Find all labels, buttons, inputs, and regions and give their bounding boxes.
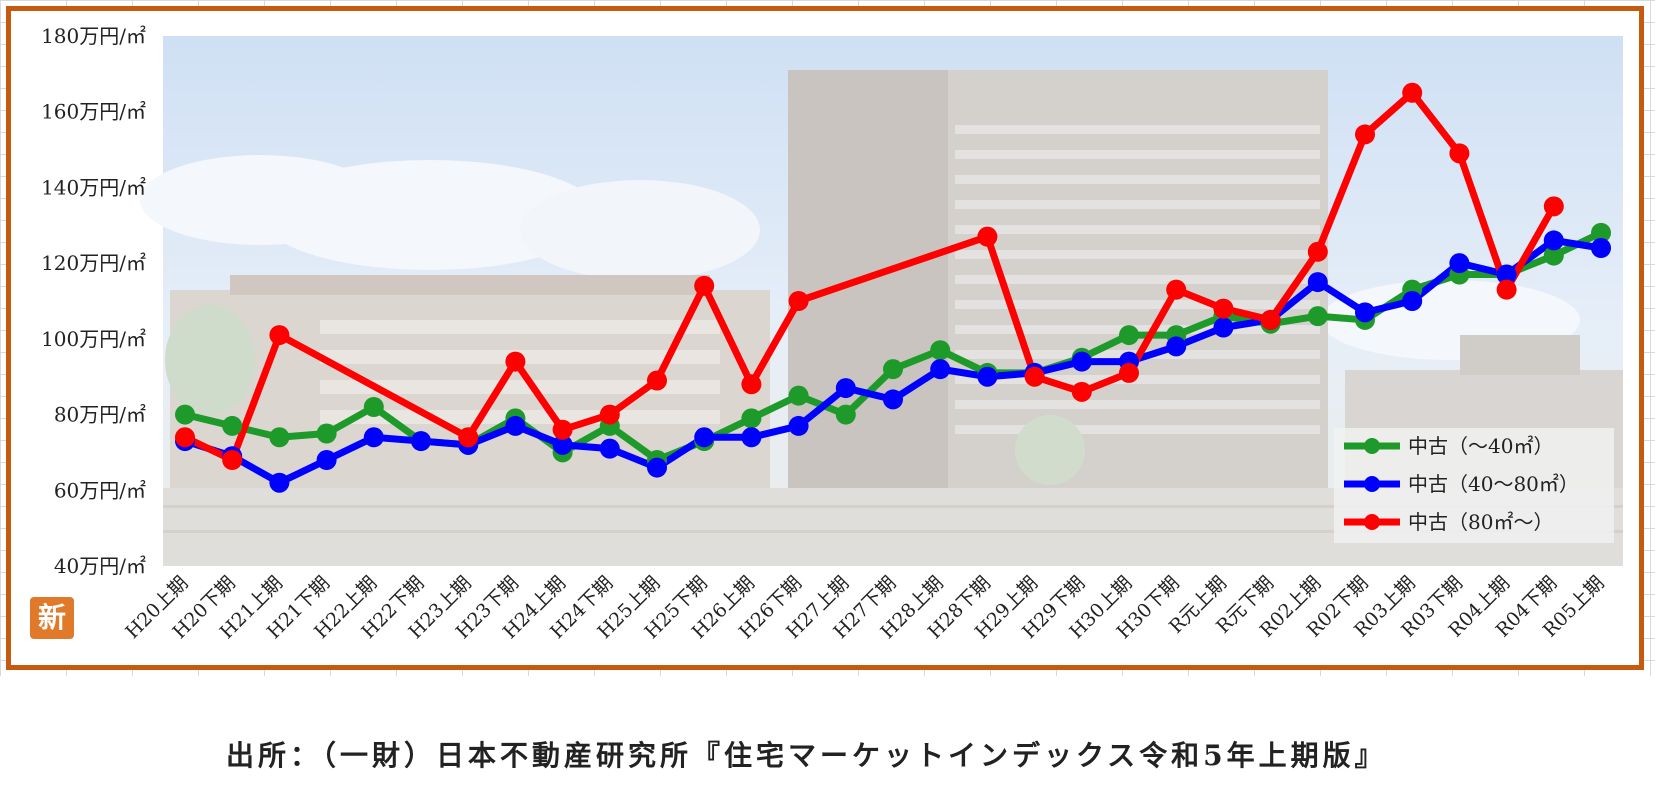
series-2-point (269, 472, 290, 493)
series-3-point (1024, 366, 1045, 387)
series-1-point (363, 397, 384, 417)
series-3-point (741, 374, 762, 395)
series-2-point (1591, 238, 1611, 258)
series-line-3 (181, 89, 1558, 464)
y-tick-label: 160万円/㎡ (41, 100, 146, 124)
y-tick-label: 100万円/㎡ (41, 327, 146, 351)
series-1-point (316, 423, 337, 444)
series-1-point (930, 340, 951, 361)
series-3-point (222, 450, 243, 470)
y-axis: 180万円/㎡ 160万円/㎡ 140万円/㎡ 120万円/㎡ 100万円/㎡ 80万円/… (41, 24, 146, 578)
legend: 中古（～40㎡） 中古（40～80㎡） 中古（80㎡～） (1334, 428, 1614, 543)
y-tick-label: 40万円/㎡ (54, 554, 146, 578)
series-3-point (1166, 279, 1187, 300)
series-1-point (175, 404, 195, 425)
series-2-point (1166, 336, 1187, 357)
background-photo (140, 36, 1623, 566)
series-3-point (1449, 143, 1470, 164)
footer-band (0, 676, 1655, 797)
series-2-point (1402, 291, 1423, 311)
series-2-point (883, 389, 903, 410)
series-layer (175, 82, 1611, 493)
series-1-point (1543, 245, 1564, 266)
series-3-point (1402, 82, 1423, 103)
series-2-point (363, 427, 384, 448)
series-3-point (599, 404, 620, 425)
series-3-point (552, 419, 573, 440)
series-3-point (1071, 381, 1092, 402)
y-tick-label: 80万円/㎡ (54, 403, 146, 427)
series-2-point (741, 427, 762, 448)
series-2-point (930, 359, 951, 380)
legend-swatch-marker (1364, 514, 1380, 530)
series-1-point (788, 385, 809, 406)
series-1-point (741, 408, 762, 429)
legend-label: 中古（80㎡～） (1408, 510, 1553, 534)
series-2-point (1449, 253, 1470, 274)
x-axis: H20上期H20下期H21上期H21下期H22上期H22下期H23上期H23下期… (121, 572, 1608, 643)
series-1-point (1119, 325, 1139, 346)
series-3-point (1260, 309, 1281, 330)
legend-label: 中古（40～80㎡） (1408, 472, 1579, 496)
series-3-point (788, 291, 809, 311)
series-2-point (552, 434, 573, 455)
series-2-point (505, 415, 526, 436)
series-2-point (1213, 317, 1234, 338)
series-2-point (1071, 351, 1092, 372)
y-tick-label: 60万円/㎡ (54, 478, 146, 502)
series-1-point (269, 427, 290, 448)
y-tick-label: 140万円/㎡ (41, 175, 146, 199)
line-chart: 180万円/㎡ 160万円/㎡ 140万円/㎡ 120万円/㎡ 100万円/㎡ 80万円/… (41, 24, 1623, 643)
series-1-point (1307, 306, 1328, 327)
series-2-point (1355, 302, 1375, 323)
legend-swatch-marker (1364, 476, 1380, 492)
series-2-point (1496, 264, 1517, 285)
series-2-point (788, 415, 809, 436)
y-tick-label: 180万円/㎡ (41, 24, 146, 48)
series-3-point (1355, 124, 1375, 145)
series-3-point (647, 370, 667, 391)
series-3-point (458, 427, 479, 448)
series-3-point (977, 226, 998, 247)
series-3-point (1543, 196, 1564, 217)
series-3-point (269, 325, 290, 346)
new-badge: 新 (30, 597, 74, 639)
series-2-point (599, 438, 620, 459)
series-2-point (1543, 230, 1564, 251)
series-3-point (1496, 279, 1517, 300)
legend-swatch-marker (1364, 438, 1380, 454)
series-2-point (835, 378, 856, 399)
series-3-point (694, 275, 715, 296)
legend-label: 中古（～40㎡） (1408, 434, 1553, 458)
source-citation: 出所：（一財）日本不動産研究所『住宅マーケットインデックス令和5年上期版』 (226, 739, 1387, 772)
series-2-point (1307, 272, 1328, 293)
series-3-point (175, 427, 195, 448)
series-2-point (316, 450, 337, 470)
series-1-point (1591, 222, 1611, 243)
series-2-point (694, 427, 715, 448)
series-3-point (1307, 241, 1328, 262)
series-1-point (835, 404, 856, 425)
series-2-point (411, 431, 431, 452)
series-1-point (222, 415, 243, 436)
y-tick-label: 120万円/㎡ (41, 251, 146, 275)
series-3-point (1213, 298, 1234, 319)
series-3-point (505, 351, 526, 372)
series-1-point (883, 359, 903, 380)
series-3-point (1119, 362, 1139, 383)
series-2-point (977, 366, 998, 387)
series-2-point (647, 457, 667, 478)
